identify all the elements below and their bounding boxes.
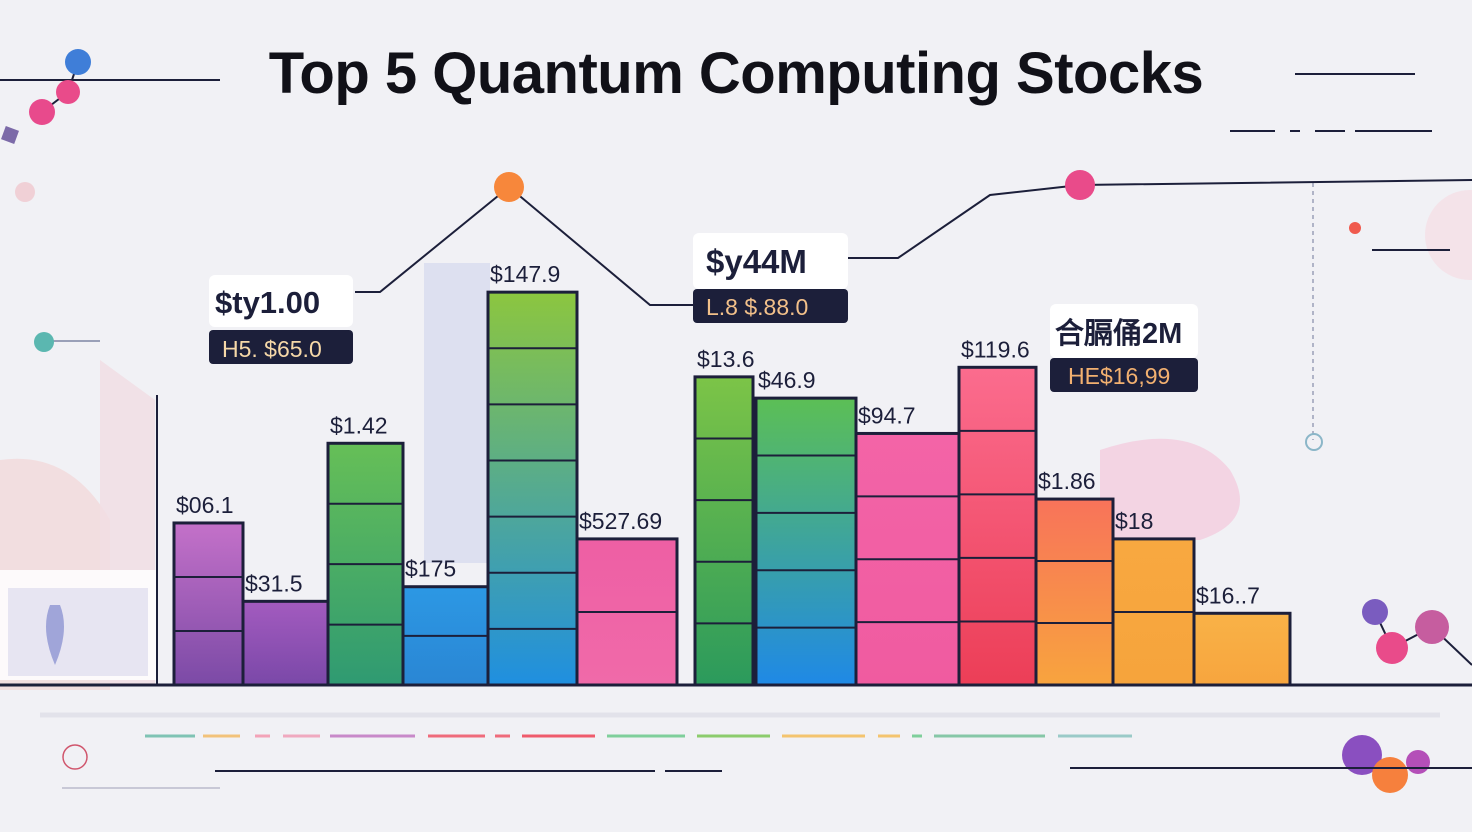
bar-label-9: $119.6 (961, 336, 1030, 362)
bar-10 (1034, 497, 1115, 687)
bar-0 (172, 521, 245, 687)
bar-label-5: $527.69 (579, 508, 662, 534)
callout-3-bottom: HE$16,99 (1068, 363, 1170, 389)
bar-series (172, 290, 1292, 687)
bar-labels: $06.1 $31.5 $1.42 $175 $147.9 $527.69 $13.6$46… (176, 261, 1260, 608)
molecule-decor-left (1, 49, 91, 352)
chart-title: Top 5 Quantum Computing Stocks (268, 41, 1204, 106)
background-decor (0, 190, 1472, 690)
callout-1: $ty1.00 H5. $65.0 (209, 275, 353, 364)
bar-label-12: $16..7 (1196, 582, 1260, 608)
bar-label-10: $1.86 (1038, 468, 1096, 494)
callout-1-bottom: H5. $65.0 (222, 336, 322, 362)
callout-2-top: $y44M (706, 243, 807, 280)
bar-12 (1192, 611, 1292, 687)
bar-9 (957, 365, 1038, 687)
callout-1-top: $ty1.00 (215, 285, 320, 320)
bar-label-6: $13.6 (697, 346, 755, 372)
trend-line (355, 170, 1472, 306)
bar-label-4: $147.9 (490, 261, 560, 287)
bar-label-2: $1.42 (330, 412, 388, 438)
trend-dot-orange (494, 172, 524, 202)
bar-1 (241, 599, 330, 687)
bar-label-7: $46.9 (758, 367, 816, 393)
callout-2: $y44M L.8 $.88.0 (693, 233, 848, 323)
bar-6 (693, 375, 755, 687)
footer-lines (40, 712, 1472, 789)
header-lines (0, 73, 1450, 440)
bar-label-8: $94.7 (858, 402, 916, 428)
bar-label-0: $06.1 (176, 492, 234, 518)
callout-3: 合膈俑2M HE$16,99 (1050, 304, 1198, 392)
bar-4 (486, 290, 579, 687)
bar-label-3: $175 (405, 556, 456, 582)
bar-7 (754, 396, 858, 687)
trend-dot-pink (1065, 170, 1095, 200)
callout-3-top: 合膈俑2M (1055, 317, 1182, 350)
bar-label-11: $18 (1115, 508, 1153, 534)
callout-2-bottom: L.8 $.88.0 (706, 294, 808, 320)
bar-label-1: $31.5 (245, 570, 303, 596)
